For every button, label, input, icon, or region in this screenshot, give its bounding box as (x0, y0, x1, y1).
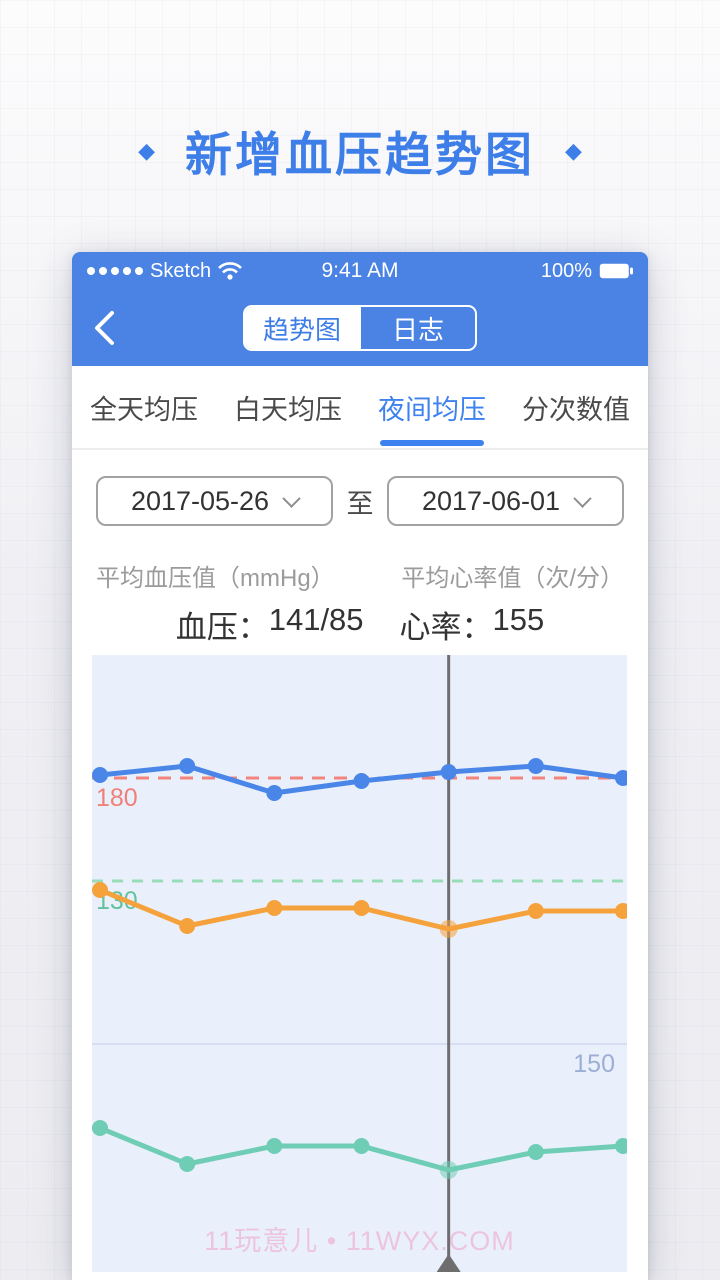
start-date-value: 2017-05-26 (130, 485, 270, 516)
carrier-label: Sketch (150, 259, 212, 282)
hr-summary-value: 155 (492, 602, 545, 637)
app-header: Sketch 9:41 AM 100% 趋 (72, 252, 648, 366)
promo-headline: ◆ 新增血压趋势图 ◆ (0, 116, 720, 185)
tab-night[interactable]: 夜间均压 (360, 366, 504, 448)
hr-axis-label: 平均心率值（次/分） (401, 565, 624, 592)
chevron-down-icon (282, 488, 301, 508)
signal-dots-icon (87, 267, 143, 275)
status-time: 9:41 AM (321, 259, 399, 282)
wifi-icon (218, 262, 243, 280)
axis-label-row: 平均血压值（mmHg） 平均心率值（次/分） (72, 558, 648, 593)
bp-axis-label: 平均血压值（mmHg） (96, 565, 335, 592)
status-bar: Sketch 9:41 AM 100% (72, 252, 648, 290)
diamond-bullet-icon: ◆ (138, 137, 155, 163)
diamond-bullet-icon: ◆ (565, 137, 582, 163)
bp-trend-chart[interactable]: 180 130 150 11玩意儿 • 11WYX.COM (92, 655, 627, 1272)
segment-log[interactable]: 日志 (359, 307, 475, 349)
period-tab-bar: 全天均压 白天均压 夜间均压 分次数值 (72, 366, 648, 450)
view-segmented-control: 趋势图 日志 (243, 305, 477, 351)
tab-daytime[interactable]: 白天均压 (234, 394, 342, 425)
battery-percent: 100% (540, 259, 592, 282)
battery-icon (599, 263, 633, 279)
bp-summary-label: 血压： (175, 610, 269, 645)
active-tab-underline (380, 440, 484, 446)
end-date-value: 2017-06-01 (421, 485, 561, 516)
tab-split-values[interactable]: 分次数值 (522, 394, 630, 425)
bp-summary-value: 141/85 (268, 602, 364, 637)
promo-title-text: 新增血压趋势图 (185, 128, 535, 181)
phone-mockup: Sketch 9:41 AM 100% 趋 (72, 252, 648, 1280)
start-date-picker[interactable]: 2017-05-26 (96, 476, 333, 526)
end-date-picker[interactable]: 2017-06-01 (387, 476, 624, 526)
summary-values: 血压： 141/85 心率： 155 (72, 602, 648, 647)
tab-night-label: 夜间均压 (378, 394, 486, 425)
svg-text:180: 180 (96, 784, 138, 812)
watermark: 11玩意儿 • 11WYX.COM (204, 1226, 515, 1256)
segment-trend-chart[interactable]: 趋势图 (245, 307, 359, 349)
tab-all-day[interactable]: 全天均压 (90, 394, 198, 425)
back-button[interactable] (90, 310, 120, 346)
svg-text:150: 150 (573, 1050, 615, 1078)
hr-summary-label: 心率： (399, 610, 493, 645)
nav-bar: 趋势图 日志 (72, 290, 648, 366)
chevron-down-icon (573, 488, 592, 508)
date-range-separator: 至 (346, 488, 374, 519)
date-range-row: 2017-05-26 至 2017-06-01 (72, 476, 648, 526)
